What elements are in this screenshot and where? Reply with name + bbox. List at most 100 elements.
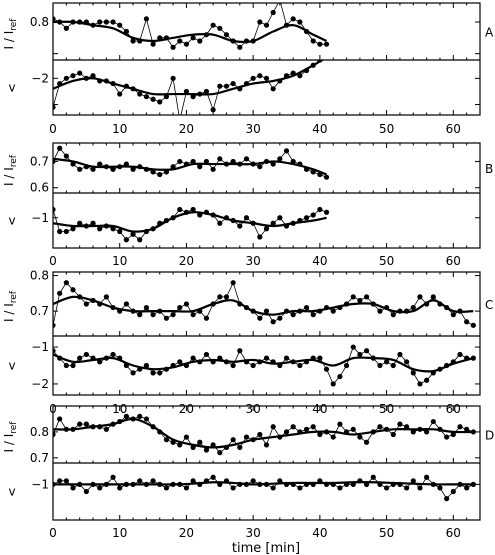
intensity-subplot: 0.6 0.7 I / Iref [2, 145, 480, 195]
y-axis-label: I / Iref [2, 18, 19, 50]
data-point [130, 370, 136, 376]
data-point [117, 22, 123, 28]
data-point [77, 220, 83, 226]
data-point [243, 156, 250, 162]
data-point [424, 429, 430, 435]
y-tick-label: −1 [31, 211, 49, 225]
data-point [417, 485, 423, 491]
data-point [53, 348, 56, 354]
data-point [123, 413, 129, 419]
data-point [190, 158, 196, 165]
data-point [177, 206, 183, 213]
data-point [357, 351, 363, 358]
data-point [150, 96, 156, 102]
data-point [330, 434, 336, 440]
x-tick-label: 20 [179, 526, 194, 540]
data-point [150, 41, 156, 47]
y-tick-label: −1 [31, 340, 49, 354]
x-tick-label: 30 [246, 122, 261, 136]
data-point [143, 416, 150, 422]
data-point [130, 231, 136, 237]
data-point [137, 237, 143, 243]
data-point [57, 228, 63, 235]
data-point [263, 355, 270, 361]
data-point [350, 426, 356, 432]
data-point [190, 94, 196, 100]
smoothed-trend-line [53, 417, 474, 449]
data-point [53, 431, 56, 438]
data-point [70, 226, 76, 232]
data-point [97, 161, 103, 167]
data-point [257, 19, 263, 25]
data-point [217, 83, 223, 89]
data-point [243, 434, 250, 440]
y-axis-label: v [8, 214, 15, 228]
data-point [257, 234, 263, 240]
intensity-subplot: 0.7 0.8 I / Iref [2, 269, 480, 328]
data-point [223, 32, 230, 38]
raw-data-line [53, 60, 321, 115]
data-point [303, 304, 310, 311]
smoothed-trend-line [53, 295, 474, 316]
data-point [157, 171, 163, 178]
data-point [210, 107, 216, 113]
y-tick-label: 0.8 [30, 269, 49, 283]
series-group [53, 280, 476, 328]
panel-label: A [485, 26, 494, 40]
data-point [63, 25, 69, 31]
data-point [83, 301, 89, 307]
data-point [130, 38, 136, 44]
x-tick-label: 50 [379, 122, 394, 136]
data-point [337, 485, 343, 491]
data-point [177, 304, 183, 311]
data-point [237, 44, 243, 50]
data-point [410, 478, 416, 484]
data-point [263, 308, 270, 314]
data-point [183, 301, 190, 307]
series-group [53, 474, 476, 502]
y-tick-label: −2 [31, 377, 49, 391]
data-point [163, 315, 170, 321]
data-point [404, 485, 410, 491]
data-point [324, 55, 329, 60]
velocity-subplot: −1 v [8, 206, 480, 243]
data-point [310, 212, 316, 218]
data-point [370, 474, 376, 480]
data-point [337, 373, 343, 380]
data-point [277, 156, 283, 162]
x-tick-label: 0 [49, 526, 57, 540]
data-point [77, 70, 83, 76]
data-point [70, 287, 76, 293]
intensity-subplot: 0.7 0.8 I / Iref [2, 413, 480, 465]
data-point [263, 442, 270, 448]
y-axis-label: I / Iref [2, 154, 19, 186]
data-point [97, 359, 103, 365]
data-point [317, 41, 323, 47]
data-point [63, 362, 69, 369]
data-point [383, 485, 390, 491]
panel-label: C [485, 298, 493, 312]
data-point [310, 312, 316, 318]
data-point [450, 431, 456, 438]
panel-label: B [485, 162, 493, 176]
data-point [397, 421, 403, 427]
data-point [170, 312, 176, 318]
data-point [137, 91, 143, 97]
data-point [77, 355, 83, 361]
data-point [83, 488, 89, 495]
data-point [53, 206, 56, 213]
data-point [170, 44, 176, 50]
smoothed-trend-line [53, 20, 328, 44]
raw-data-line [53, 476, 474, 500]
data-point [303, 215, 310, 221]
data-point [457, 424, 463, 430]
data-point [390, 312, 396, 318]
data-point [63, 280, 69, 286]
data-point [257, 431, 263, 438]
data-point [464, 485, 470, 491]
data-point [230, 362, 236, 369]
series-group [53, 206, 330, 243]
y-tick-label: 0.8 [30, 425, 49, 439]
y-tick-label: 0.8 [30, 15, 49, 29]
data-point [437, 485, 443, 491]
